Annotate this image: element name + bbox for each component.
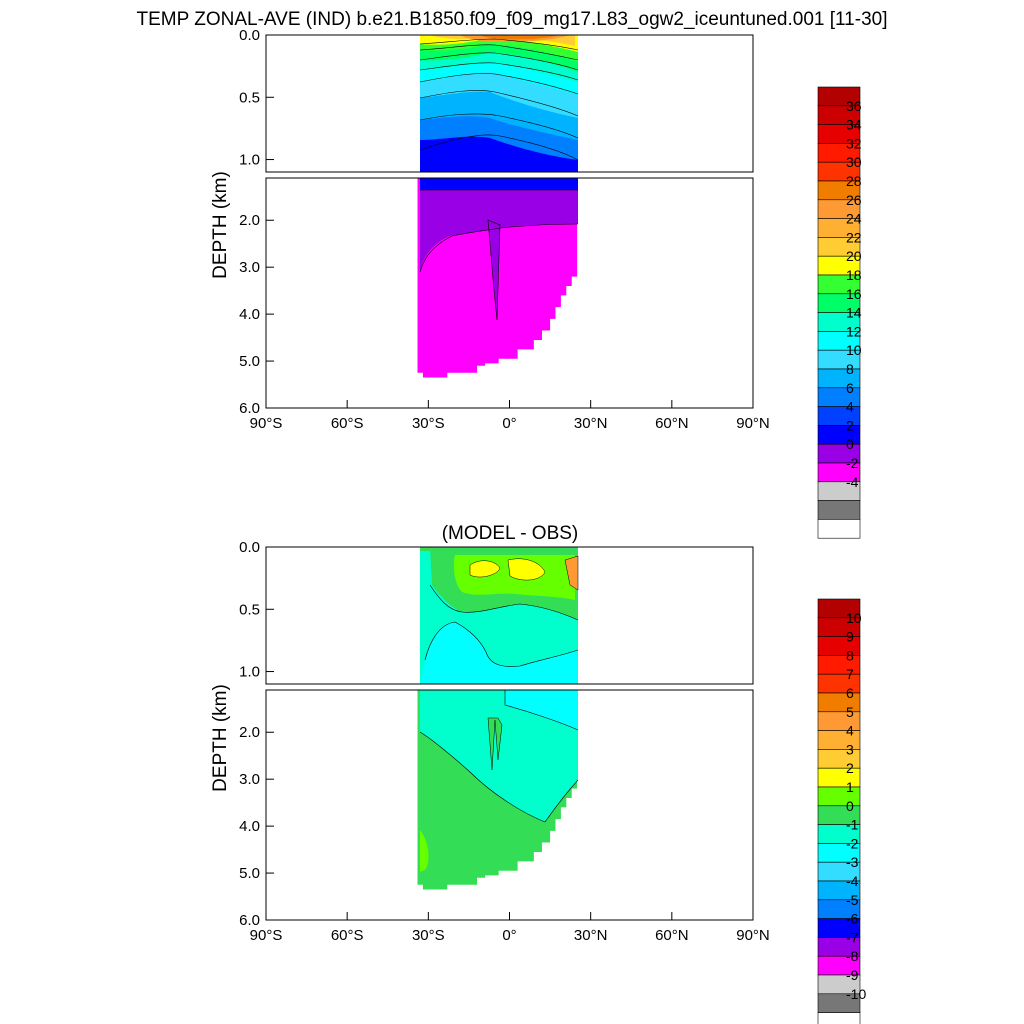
colorbar-label: 0 <box>846 436 854 452</box>
colorbar-label: 14 <box>846 305 862 321</box>
panel2-title: (MODEL - OBS) <box>442 523 579 544</box>
panel-temperature: DEPTH (km) 0.0 0.5 1.0 2.0 3.0 4.0 5.0 6.0 90°… <box>210 27 862 539</box>
ytick-label: 5.0 <box>239 865 260 882</box>
xtick-label: 0° <box>502 927 516 944</box>
colorbar-label: 32 <box>846 135 862 151</box>
colorbar-swatch <box>817 519 861 539</box>
colorbar-label: 26 <box>846 192 862 208</box>
ytick-label: 2.0 <box>239 724 260 741</box>
colorbar-label: 12 <box>846 323 862 339</box>
xtick-label: 60°S <box>331 415 364 432</box>
colorbar-label: 10 <box>846 342 862 358</box>
xtick-label: 0° <box>502 415 516 432</box>
ytick-label: 1.0 <box>239 664 260 681</box>
ytick-label: 1.0 <box>239 152 260 169</box>
ytick-label: 4.0 <box>239 306 260 323</box>
colorbar-swatch <box>817 500 861 520</box>
panel1-ylabel: DEPTH (km) <box>210 171 231 279</box>
panel2-lower-field <box>417 690 579 890</box>
panel2-ylabel: DEPTH (km) <box>210 684 231 792</box>
colorbar-label: 24 <box>846 211 862 227</box>
panel2-yticks-upper: 0.0 0.5 1.0 <box>239 539 274 681</box>
colorbar-label: -4 <box>846 474 859 490</box>
colorbar-label: 30 <box>846 154 862 170</box>
colorbar-label: 16 <box>846 286 862 302</box>
colorbar-label: 3 <box>846 741 854 757</box>
colorbar-label: 36 <box>846 98 862 114</box>
colorbar-label: 5 <box>846 704 854 720</box>
colorbar-label: -7 <box>846 929 859 945</box>
xtick-label: 90°N <box>736 927 770 944</box>
colorbar-label: 2 <box>846 760 854 776</box>
xtick-label: 30°N <box>574 927 608 944</box>
panel2-upper-plot <box>265 546 754 685</box>
ytick-label: 0.5 <box>239 89 260 106</box>
colorbar-label: 22 <box>846 229 862 245</box>
colorbar-label: 6 <box>846 685 854 701</box>
colorbar-label: 8 <box>846 361 854 377</box>
colorbar-label: 28 <box>846 173 862 189</box>
panel1-upper-plot <box>265 34 754 173</box>
colorbar-label: 9 <box>846 629 854 645</box>
colorbar-label: 10 <box>846 610 862 626</box>
colorbar-swatch <box>817 1012 861 1024</box>
panel2-yticks-lower: 2.0 3.0 4.0 5.0 6.0 <box>239 724 274 929</box>
ytick-label: 3.0 <box>239 259 260 276</box>
colorbar-label: 1 <box>846 779 854 795</box>
ytick-label: 5.0 <box>239 353 260 370</box>
panel-model-minus-obs: (MODEL - OBS) <box>210 523 866 1024</box>
xtick-label: 60°N <box>655 927 689 944</box>
panel2-upper-field <box>420 547 579 684</box>
panel1-yticks-upper: 0.0 0.5 1.0 <box>239 27 274 169</box>
colorbar-label: -2 <box>846 455 859 471</box>
colorbar-label: -5 <box>846 892 859 908</box>
colorbar-label: 8 <box>846 647 854 663</box>
panel1-xticks: 90°S 60°S 30°S 0° 30°N 60°N 90°N <box>250 400 770 432</box>
panel1-lower-plot <box>265 177 754 409</box>
colorbar-label: -6 <box>846 911 859 927</box>
colorbar-label: -8 <box>846 948 859 964</box>
colorbar-label: 6 <box>846 380 854 396</box>
colorbar-label: -10 <box>846 986 866 1002</box>
colorbar-label: 34 <box>846 117 862 133</box>
xtick-label: 30°N <box>574 415 608 432</box>
colorbar-label: -2 <box>846 835 859 851</box>
panel1-yticks-lower: 2.0 3.0 4.0 5.0 6.0 <box>239 212 274 417</box>
panel2-xticks: 90°S 60°S 30°S 0° 30°N 60°N 90°N <box>250 912 770 944</box>
colorbar-label: 7 <box>846 666 854 682</box>
xtick-label: 90°N <box>736 415 770 432</box>
colorbar-label: -1 <box>846 817 859 833</box>
ytick-label: 0.0 <box>239 539 260 556</box>
panel1-upper-field <box>419 35 579 172</box>
colorbar-label: 4 <box>846 399 854 415</box>
xtick-label: 30°S <box>412 927 445 944</box>
xtick-label: 30°S <box>412 415 445 432</box>
colorbar-label: -4 <box>846 873 859 889</box>
colorbar-label: -9 <box>846 967 859 983</box>
ytick-label: 3.0 <box>239 771 260 788</box>
xtick-label: 90°S <box>250 927 283 944</box>
ytick-label: 0.0 <box>239 27 260 44</box>
panel1-lower-field <box>417 178 579 378</box>
ytick-label: 2.0 <box>239 212 260 229</box>
colorbar-label: -3 <box>846 854 859 870</box>
xtick-label: 60°S <box>331 927 364 944</box>
xtick-label: 60°N <box>655 415 689 432</box>
colorbar-label: 18 <box>846 267 862 283</box>
figure-title: TEMP ZONAL-AVE (IND) b.e21.B1850.f09_f09… <box>137 9 888 30</box>
colorbar-label: 4 <box>846 723 854 739</box>
colorbar-label: 20 <box>846 248 862 264</box>
colorbar-label: 0 <box>846 798 854 814</box>
xtick-label: 90°S <box>250 415 283 432</box>
ytick-label: 6.0 <box>239 400 260 417</box>
ytick-label: 4.0 <box>239 818 260 835</box>
panel2-lower-plot <box>265 689 754 921</box>
colorbar-label: 2 <box>846 417 854 433</box>
ytick-label: 0.5 <box>239 601 260 618</box>
ytick-label: 6.0 <box>239 912 260 929</box>
